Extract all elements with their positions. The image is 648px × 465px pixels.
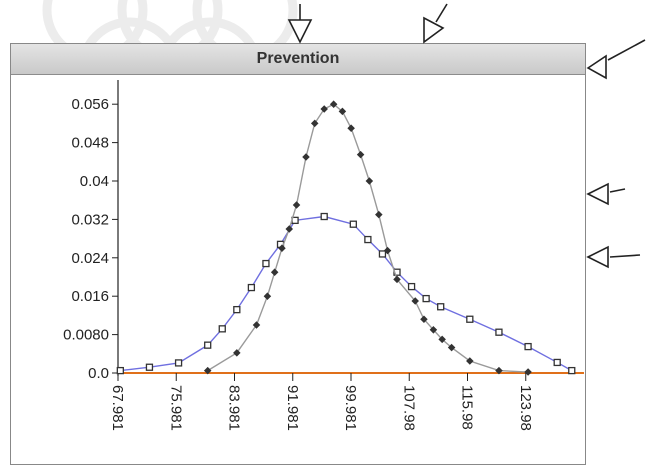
data-point-square — [422, 294, 430, 303]
arrow-left-icon — [586, 39, 646, 80]
x-tick-label: 83.981 — [226, 385, 243, 431]
data-point-diamond — [302, 153, 310, 161]
panel-title: Prevention — [256, 50, 340, 67]
x-tick-label: 107.98 — [400, 385, 417, 431]
data-point-square — [204, 341, 212, 349]
data-point-square — [233, 305, 241, 314]
data-point-diamond — [233, 349, 241, 357]
data-point-square — [116, 366, 124, 375]
data-point-diamond — [252, 321, 261, 329]
data-point-diamond — [263, 292, 272, 300]
data-point-diamond — [466, 357, 474, 365]
data-point-diamond — [420, 315, 428, 324]
data-point-diamond — [524, 368, 532, 376]
data-point-diamond — [278, 244, 286, 252]
data-point-diamond — [375, 210, 383, 219]
y-tick-label: 0.024 — [71, 250, 109, 267]
x-tick-label: 123.98 — [517, 385, 534, 431]
y-tick-label: 0.0080 — [63, 327, 109, 344]
panel-header: Prevention — [11, 44, 585, 75]
arrow-left-icon — [586, 245, 641, 269]
chart-panel: Prevention — [10, 43, 586, 465]
data-point-square — [524, 342, 532, 351]
data-point-square — [218, 325, 226, 333]
data-point-diamond — [320, 105, 328, 113]
data-point-diamond — [292, 201, 301, 209]
data-point-diamond — [347, 124, 355, 132]
data-point-square — [349, 220, 357, 228]
data-point-square — [174, 359, 183, 367]
data-point-diamond — [365, 177, 374, 185]
data-point-diamond — [495, 366, 503, 375]
data-point-square — [364, 235, 372, 244]
x-tick-label: 67.981 — [109, 385, 126, 431]
data-point-diamond — [338, 107, 347, 116]
data-point-diamond — [356, 150, 365, 159]
y-tick-label: 0.056 — [71, 96, 109, 113]
data-point-square — [320, 212, 328, 221]
y-tick-label: 0.048 — [71, 135, 109, 152]
data-point-square — [378, 250, 387, 258]
data-point-diamond — [393, 275, 401, 284]
data-point-diamond — [329, 100, 338, 108]
data-point-square — [466, 315, 474, 323]
data-point-square — [262, 259, 270, 268]
data-point-square — [437, 303, 445, 311]
data-point-square — [407, 282, 416, 291]
arrow-left-icon — [586, 182, 626, 206]
data-point-diamond — [310, 119, 319, 128]
data-point-diamond — [285, 225, 294, 233]
data-point-diamond — [203, 366, 212, 375]
x-tick-label: 91.981 — [284, 385, 301, 431]
y-tick-label: 0.04 — [80, 173, 109, 190]
data-point-square — [568, 366, 576, 375]
arrow-down-icon — [287, 4, 313, 44]
y-tick-label: 0.032 — [71, 211, 109, 228]
data-point-diamond — [270, 268, 279, 276]
y-tick-label: 0.0 — [88, 365, 109, 382]
x-tick-label: 115.98 — [459, 385, 476, 430]
data-point-diamond — [429, 326, 438, 334]
data-point-square — [553, 358, 561, 367]
data-point-square — [145, 363, 154, 371]
data-point-square — [495, 328, 503, 336]
x-tick-label: 75.981 — [167, 385, 184, 431]
y-tick-label: 0.016 — [71, 288, 109, 305]
x-tick-label: 99.981 — [342, 385, 359, 431]
data-point-diamond — [383, 246, 392, 255]
data-point-diamond — [411, 297, 419, 305]
arrow-diagonal-icon — [423, 3, 448, 44]
data-point-square — [247, 283, 256, 292]
data-point-diamond — [447, 343, 456, 352]
data-point-diamond — [438, 335, 446, 344]
